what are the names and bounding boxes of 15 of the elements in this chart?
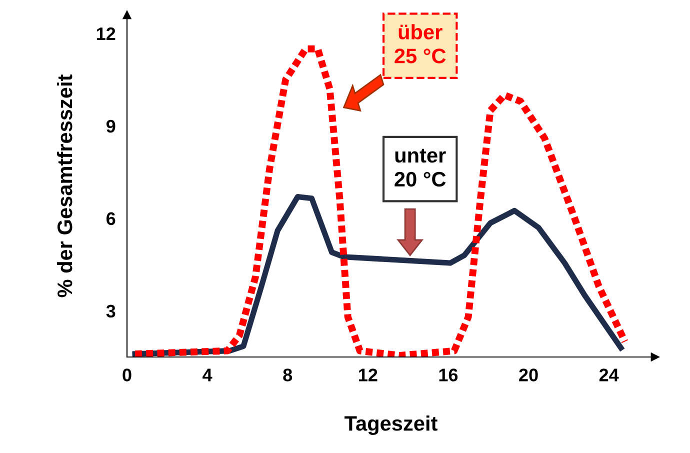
y-axis-title: % der Gesamtfresszeit [56,74,72,298]
annotation: unter 20 °C [394,148,446,187]
x-tick-label: 16 [439,368,458,382]
x-tick-label: 12 [359,368,378,382]
x-tick-label: 0 [122,368,132,382]
x-tick-label: 24 [599,368,619,382]
x-tick-label: 8 [283,368,292,382]
x-axis-title: Tageszeit [344,416,438,436]
y-tick-label: 9 [106,120,116,133]
x-tick-label: 4 [202,368,212,382]
y-tick-label: 6 [106,212,116,226]
x-tick-label: 20 [519,368,538,382]
annotation: über 25 °C [394,24,446,64]
y-tick-label: 12 [96,27,116,40]
y-tick-label: 3 [106,304,116,318]
